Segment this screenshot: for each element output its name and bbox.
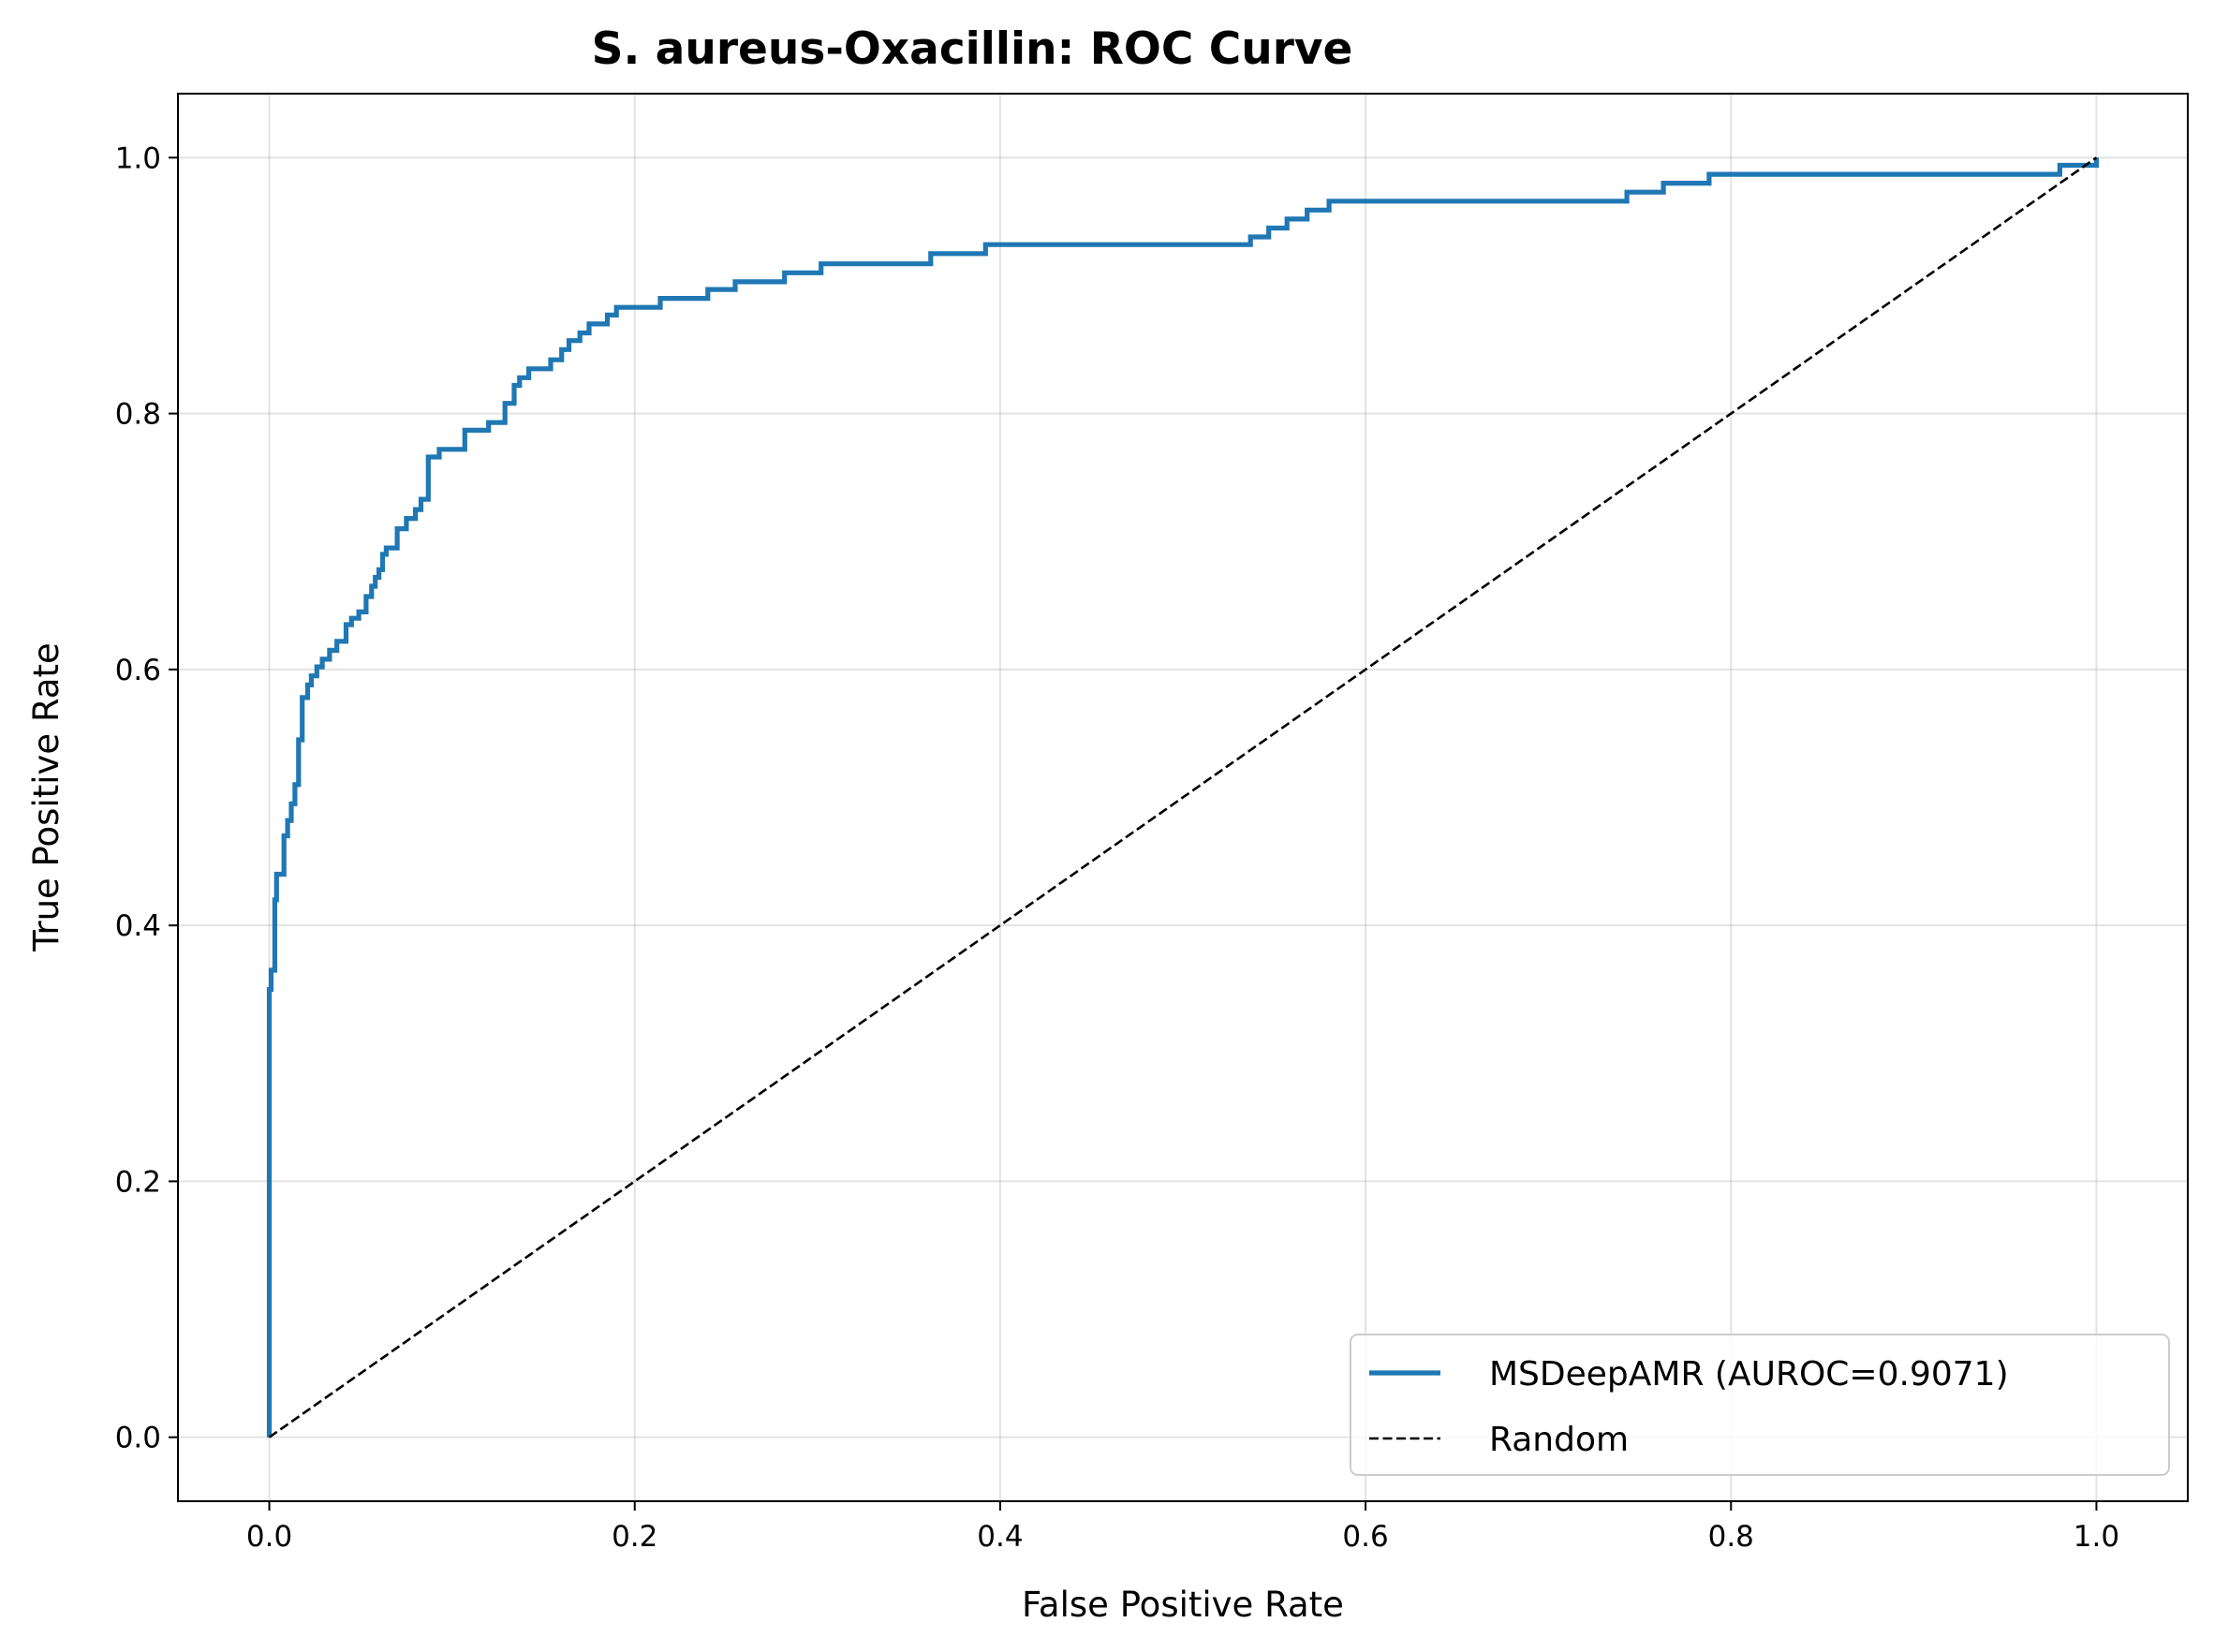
legend-label-msdeepamr: MSDeepAMR (AUROC=0.9071) <box>1489 1355 2009 1394</box>
x-tick-label: 0.2 <box>612 1520 657 1554</box>
x-tick-label: 1.0 <box>2074 1520 2119 1554</box>
x-axis-label: False Positive Rate <box>1022 1585 1344 1625</box>
y-tick-label: 0.2 <box>115 1165 161 1199</box>
x-tick-label: 0.6 <box>1342 1520 1388 1554</box>
roc-curve-line <box>266 157 2100 1438</box>
random-baseline-line <box>268 156 2098 1438</box>
y-tick-label: 0.6 <box>115 654 161 687</box>
series-group <box>266 156 2100 1438</box>
plot-frame <box>177 93 2189 1502</box>
y-tick-label: 0.0 <box>115 1422 161 1455</box>
axis-ticks: 0.0 0.2 0.4 0.6 0.8 1.0 0.0 0.2 0.4 0.6 0.8 1.0 <box>115 141 2119 1554</box>
y-axis-label: True Positive Rate <box>26 642 66 952</box>
y-tick-label: 1.0 <box>115 141 161 175</box>
legend: MSDeepAMR (AUROC=0.9071) Random <box>1350 1334 2170 1476</box>
x-tick-label: 0.0 <box>246 1520 292 1554</box>
legend-label-random: Random <box>1489 1421 1629 1459</box>
y-tick-label: 0.8 <box>115 398 161 432</box>
grid <box>178 94 2188 1501</box>
y-tick-label: 0.4 <box>115 909 161 943</box>
legend-box <box>1350 1334 2170 1476</box>
x-tick-label: 0.4 <box>977 1520 1023 1554</box>
chart-title: S. aureus-Oxacillin: ROC Curve <box>592 23 1353 75</box>
x-tick-label: 0.8 <box>1708 1520 1754 1554</box>
